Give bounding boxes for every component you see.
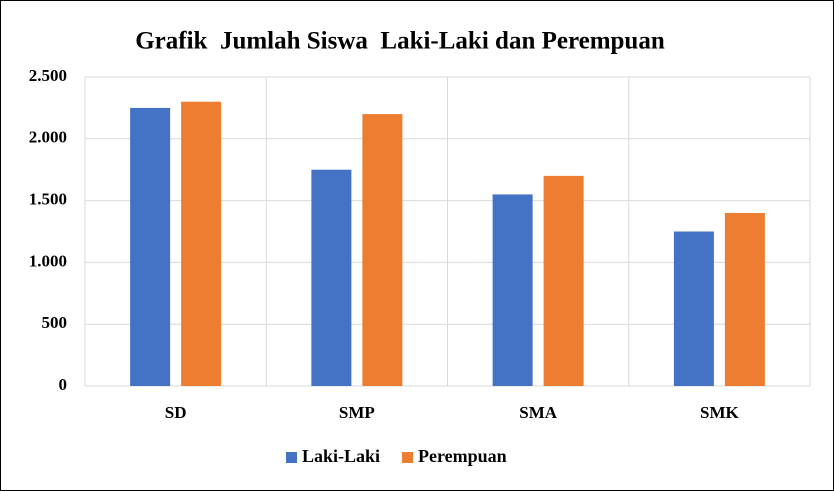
bar [130, 107, 171, 387]
x-tick-label: SMP [339, 403, 375, 422]
bar [724, 212, 765, 386]
y-tick-label: 500 [42, 313, 68, 332]
bar [181, 101, 222, 386]
y-tick-label: 2.500 [29, 66, 67, 85]
bar [492, 194, 533, 386]
y-tick-label: 2.000 [29, 128, 67, 147]
legend-label: Laki-Laki [302, 446, 380, 466]
y-tick-label: 1.000 [29, 251, 67, 270]
x-tick-label: SD [165, 403, 187, 422]
y-tick-label: 0 [59, 375, 68, 394]
bar [362, 114, 403, 386]
x-tick-label: SMK [700, 403, 740, 422]
bar [673, 231, 714, 386]
x-tick-label: SMA [519, 403, 558, 422]
chart-title: Grafik Jumlah Siswa Laki-Laki dan Peremp… [135, 28, 665, 55]
legend-swatch [286, 452, 297, 463]
legend-swatch [402, 452, 414, 463]
legend-label: Perempuan [418, 446, 507, 466]
bar [311, 169, 352, 386]
bar [543, 175, 584, 386]
y-tick-label: 1.500 [29, 190, 67, 209]
